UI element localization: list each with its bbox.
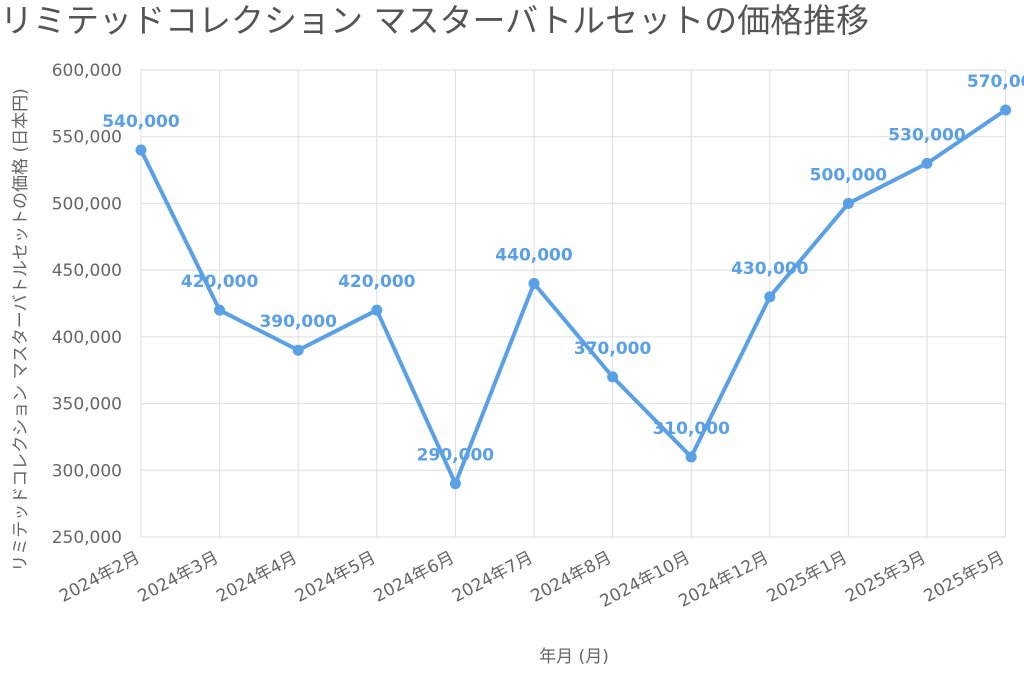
data-label: 430,000 <box>731 259 809 279</box>
y-tick-label: 300,000 <box>52 461 122 481</box>
data-point <box>449 478 461 490</box>
chart-title: リミテッドコレクション マスターバトルセットの価格推移 <box>0 1 870 40</box>
data-point <box>1000 104 1012 116</box>
data-label: 530,000 <box>888 125 966 145</box>
data-label: 500,000 <box>810 165 888 185</box>
data-point <box>528 277 540 289</box>
data-points <box>135 104 1012 490</box>
x-tick-label: 2024年2月 <box>56 548 143 607</box>
y-tick-label: 500,000 <box>52 194 122 214</box>
data-label: 570,000 <box>967 72 1024 92</box>
y-tick-label: 250,000 <box>52 528 122 548</box>
x-tick-label: 2024年3月 <box>135 548 222 607</box>
y-tick-label: 350,000 <box>52 395 122 415</box>
x-axis-ticks: 2024年2月2024年3月2024年4月2024年5月2024年6月2024年… <box>56 548 1008 612</box>
x-tick-label: 2025年1月 <box>764 548 851 607</box>
data-point <box>135 144 147 156</box>
data-label: 440,000 <box>495 245 573 265</box>
series-polyline <box>139 108 1008 486</box>
x-tick-label: 2024年7月 <box>449 548 536 607</box>
data-point <box>292 344 304 356</box>
data-label: 420,000 <box>338 272 416 292</box>
x-axis-label: 年月 (月) <box>539 647 609 667</box>
y-tick-label: 400,000 <box>52 328 122 348</box>
x-tick-label: 2024年12月 <box>675 548 772 612</box>
data-label: 420,000 <box>181 272 259 292</box>
y-axis-ticks: 250,000 300,000 350,000 400,000 450,000 500,0… <box>52 61 122 548</box>
data-label: 310,000 <box>652 419 730 439</box>
x-tick-label: 2024年5月 <box>292 548 379 607</box>
data-label: 290,000 <box>417 446 495 466</box>
x-tick-label: 2025年5月 <box>921 548 1008 607</box>
y-axis-label: リミテッドコレクション マスターバトルセットの価格 (日本円) <box>11 88 31 571</box>
data-point <box>371 304 383 316</box>
y-tick-label: 550,000 <box>52 128 122 148</box>
data-point <box>685 451 697 463</box>
y-tick-label: 450,000 <box>52 261 122 281</box>
data-point <box>921 157 933 169</box>
data-point <box>214 304 226 316</box>
x-tick-label: 2024年4月 <box>213 548 300 607</box>
data-label: 390,000 <box>259 312 337 332</box>
data-point <box>764 291 776 303</box>
y-tick-label: 600,000 <box>52 61 122 81</box>
x-tick-label: 2024年6月 <box>371 548 458 607</box>
data-point <box>607 371 619 383</box>
data-label: 370,000 <box>574 339 652 359</box>
data-label: 540,000 <box>102 112 180 132</box>
x-tick-label: 2025年3月 <box>842 548 929 607</box>
gridlines <box>140 69 1007 538</box>
data-point <box>842 197 854 209</box>
series-line <box>139 108 1008 486</box>
